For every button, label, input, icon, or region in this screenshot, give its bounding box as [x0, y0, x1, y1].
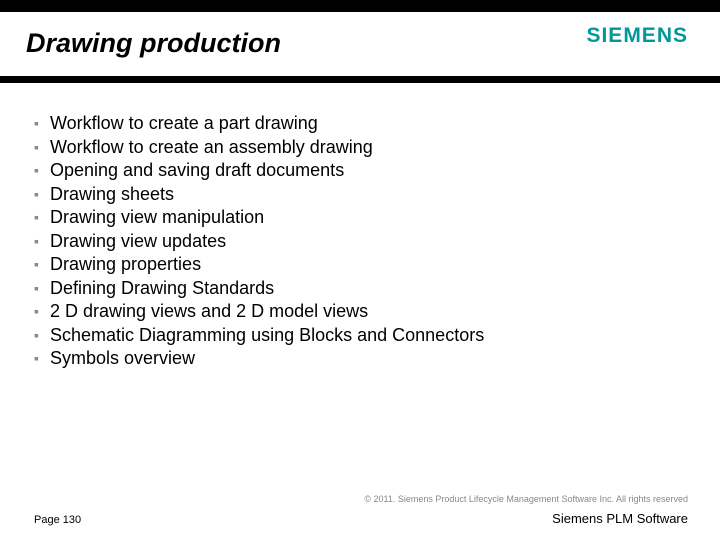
list-item: Drawing sheets	[34, 183, 654, 206]
list-item: Workflow to create a part drawing	[34, 112, 654, 135]
list-item: Workflow to create an assembly drawing	[34, 136, 654, 159]
slide: SIEMENS Drawing production Workflow to c…	[0, 0, 720, 540]
content-area: Workflow to create a part drawing Workfl…	[34, 112, 654, 371]
footer: © 2011. Siemens Product Lifecycle Manage…	[34, 514, 688, 526]
list-item: Drawing view updates	[34, 230, 654, 253]
list-item: Defining Drawing Standards	[34, 277, 654, 300]
list-item: Opening and saving draft documents	[34, 159, 654, 182]
list-item: Drawing properties	[34, 253, 654, 276]
list-item: 2 D drawing views and 2 D model views	[34, 300, 654, 323]
siemens-logo: SIEMENS	[586, 24, 688, 48]
header-divider	[0, 76, 720, 83]
page-title: Drawing production	[26, 28, 281, 59]
copyright-text: © 2011. Siemens Product Lifecycle Manage…	[364, 494, 688, 504]
bullet-list: Workflow to create a part drawing Workfl…	[34, 112, 654, 370]
top-bar	[0, 0, 720, 12]
list-item: Drawing view manipulation	[34, 206, 654, 229]
list-item: Schematic Diagramming using Blocks and C…	[34, 324, 654, 347]
brand-text: Siemens PLM Software	[552, 511, 688, 526]
list-item: Symbols overview	[34, 347, 654, 370]
